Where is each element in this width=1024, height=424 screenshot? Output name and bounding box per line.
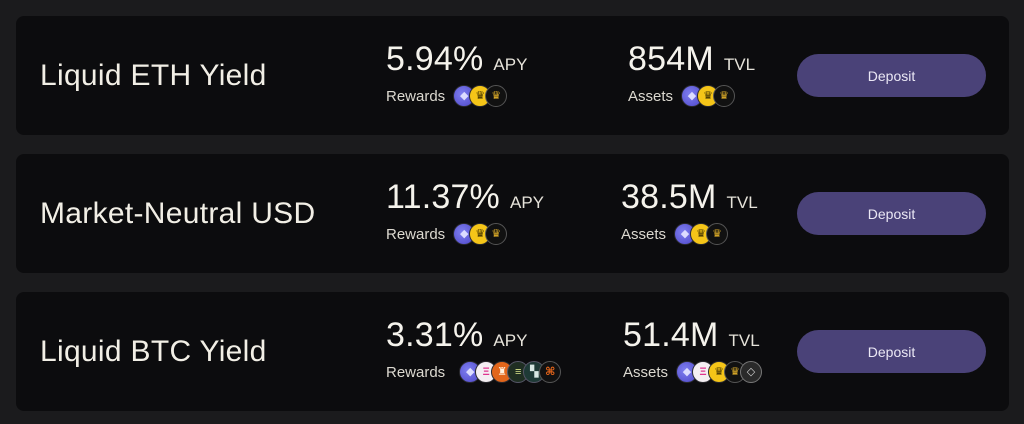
assets-icons: ◆ ♛ ♛: [681, 85, 736, 107]
grey-eth-token-icon: ◇: [740, 361, 763, 383]
tvl-unit: TVL: [723, 55, 756, 74]
vault-card-liquid-btc: Liquid BTC Yield 3.31% APY Rewards ◆ Ξ ♜…: [16, 292, 1009, 411]
apy-stat: 3.31% APY Rewards ◆ Ξ ♜ ≡ ▚ ⌘: [386, 316, 562, 383]
crown-token-icon: ♛: [485, 223, 508, 245]
vault-name: Liquid ETH Yield: [40, 58, 267, 92]
deposit-button[interactable]: Deposit: [797, 330, 986, 373]
rewards-label: Rewards: [386, 87, 446, 105]
tvl-stat: 38.5M TVL Assets ◆ ♛ ♛: [621, 178, 758, 245]
tvl-stat: 51.4M TVL Assets ◆ Ξ ♛ ♛ ◇: [623, 316, 763, 383]
rewards-label: Rewards: [386, 225, 446, 243]
apy-value: 3.31%: [386, 316, 484, 354]
tvl-value: 38.5M: [621, 178, 717, 216]
crown-token-icon: ♛: [706, 223, 729, 245]
vault-name: Market-Neutral USD: [40, 196, 316, 230]
crown-token-icon: ♛: [713, 85, 736, 107]
tvl-unit: TVL: [728, 331, 760, 350]
rewards-icons: ◆ ♛ ♛: [453, 85, 508, 107]
tvl-value: 51.4M: [623, 316, 719, 354]
rewards-label: Rewards: [386, 363, 446, 381]
apy-unit: APY: [493, 331, 528, 350]
orange-orbit-token-icon: ⌘: [539, 361, 562, 383]
apy-stat: 11.37% APY Rewards ◆ ♛ ♛: [386, 178, 544, 245]
crown-token-icon: ♛: [485, 85, 508, 107]
deposit-button[interactable]: Deposit: [797, 192, 986, 235]
tvl-stat: 854M TVL Assets ◆ ♛ ♛: [628, 40, 755, 107]
vault-card-liquid-eth: Liquid ETH Yield 5.94% APY Rewards ◆ ♛ ♛…: [16, 16, 1009, 135]
tvl-value: 854M: [628, 40, 714, 78]
vault-card-market-neutral-usd: Market-Neutral USD 11.37% APY Rewards ◆ …: [16, 154, 1009, 273]
tvl-unit: TVL: [726, 193, 758, 212]
apy-unit: APY: [510, 193, 545, 212]
vault-list: Liquid ETH Yield 5.94% APY Rewards ◆ ♛ ♛…: [16, 16, 1009, 411]
apy-stat: 5.94% APY Rewards ◆ ♛ ♛: [386, 40, 527, 107]
rewards-icons: ◆ ♛ ♛: [453, 223, 508, 245]
assets-icons: ◆ Ξ ♛ ♛ ◇: [676, 361, 763, 383]
apy-value: 5.94%: [386, 40, 484, 78]
apy-value: 11.37%: [386, 178, 500, 216]
rewards-icons: ◆ Ξ ♜ ≡ ▚ ⌘: [459, 361, 562, 383]
apy-unit: APY: [493, 55, 528, 74]
assets-label: Assets: [628, 87, 674, 105]
assets-label: Assets: [623, 363, 669, 381]
assets-icons: ◆ ♛ ♛: [674, 223, 729, 245]
deposit-button[interactable]: Deposit: [797, 54, 986, 97]
assets-label: Assets: [621, 225, 667, 243]
vault-name: Liquid BTC Yield: [40, 334, 267, 368]
